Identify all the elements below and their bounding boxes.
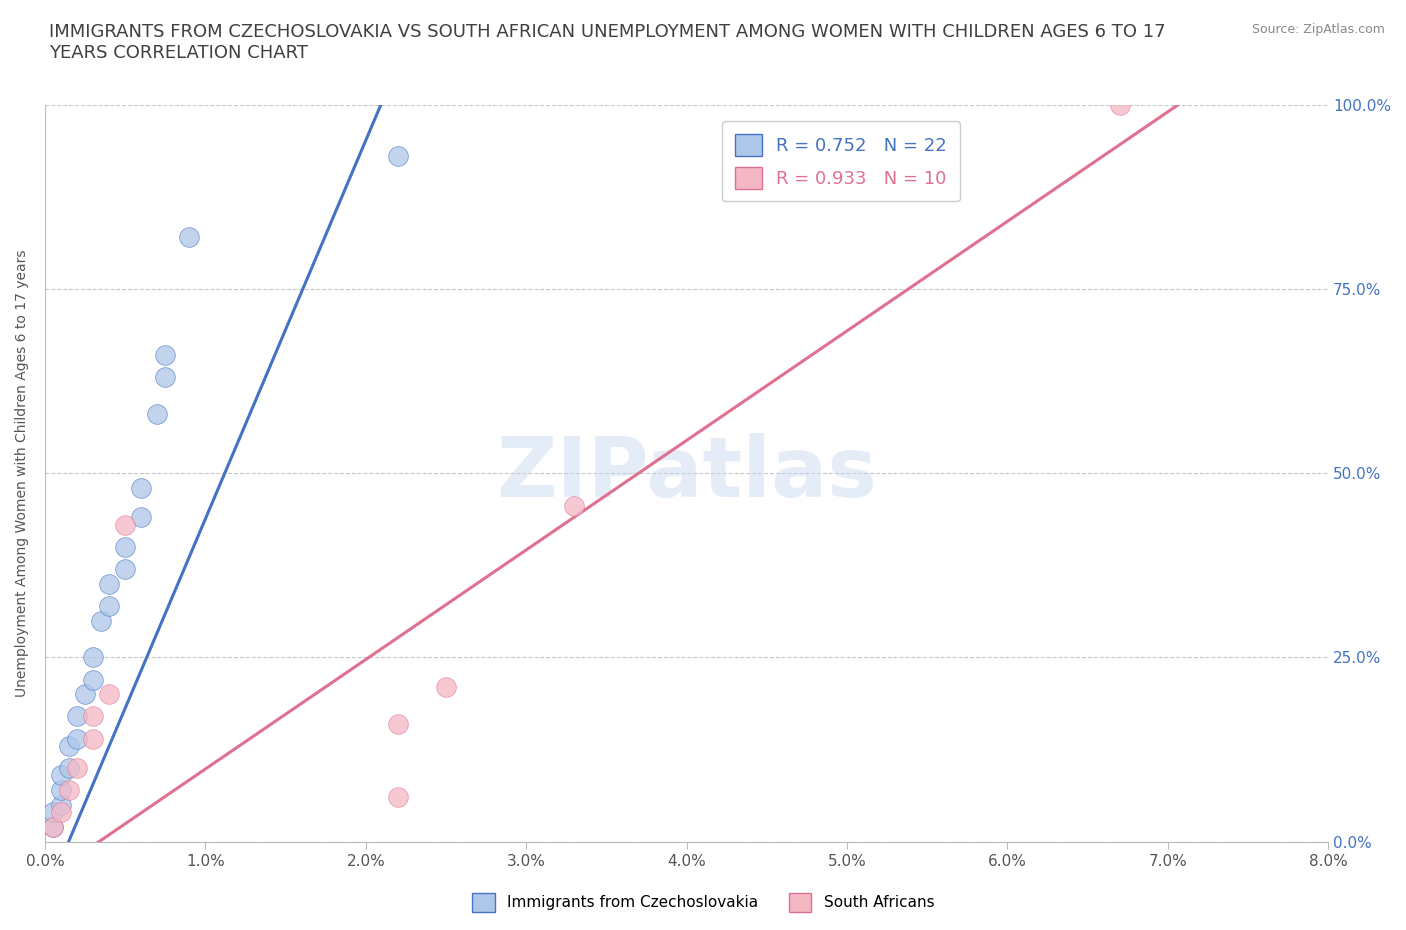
Point xyxy=(66,761,89,776)
Point xyxy=(82,672,104,687)
Point xyxy=(129,510,152,525)
Point xyxy=(387,716,409,731)
Point xyxy=(58,783,80,798)
Point xyxy=(387,790,409,804)
Legend: R = 0.752   N = 22, R = 0.933   N = 10: R = 0.752 N = 22, R = 0.933 N = 10 xyxy=(723,121,960,201)
Point xyxy=(562,498,585,513)
Point xyxy=(82,650,104,665)
Point xyxy=(66,709,89,724)
Text: Source: ZipAtlas.com: Source: ZipAtlas.com xyxy=(1251,23,1385,36)
Point xyxy=(1108,98,1130,113)
Point xyxy=(82,709,104,724)
Point xyxy=(179,230,201,245)
Point xyxy=(90,613,112,628)
Point xyxy=(49,783,72,798)
Point xyxy=(49,804,72,819)
Point xyxy=(98,687,121,702)
Point xyxy=(58,761,80,776)
Point xyxy=(42,819,65,834)
Point xyxy=(49,797,72,812)
Point xyxy=(434,680,457,695)
Point xyxy=(42,819,65,834)
Point xyxy=(129,481,152,496)
Point xyxy=(75,687,97,702)
Point xyxy=(146,406,169,421)
Point xyxy=(155,370,177,385)
Point xyxy=(98,577,121,591)
Point xyxy=(114,539,136,554)
Point xyxy=(114,562,136,577)
Point xyxy=(58,738,80,753)
Point xyxy=(82,731,104,746)
Text: ZIPatlas: ZIPatlas xyxy=(496,432,877,513)
Text: IMMIGRANTS FROM CZECHOSLOVAKIA VS SOUTH AFRICAN UNEMPLOYMENT AMONG WOMEN WITH CH: IMMIGRANTS FROM CZECHOSLOVAKIA VS SOUTH … xyxy=(49,23,1166,62)
Legend: Immigrants from Czechoslovakia, South Africans: Immigrants from Czechoslovakia, South Af… xyxy=(465,887,941,918)
Point xyxy=(42,804,65,819)
Point xyxy=(155,348,177,363)
Y-axis label: Unemployment Among Women with Children Ages 6 to 17 years: Unemployment Among Women with Children A… xyxy=(15,249,30,697)
Point xyxy=(49,768,72,783)
Point xyxy=(387,149,409,164)
Point xyxy=(98,598,121,613)
Point xyxy=(114,517,136,532)
Point xyxy=(66,731,89,746)
